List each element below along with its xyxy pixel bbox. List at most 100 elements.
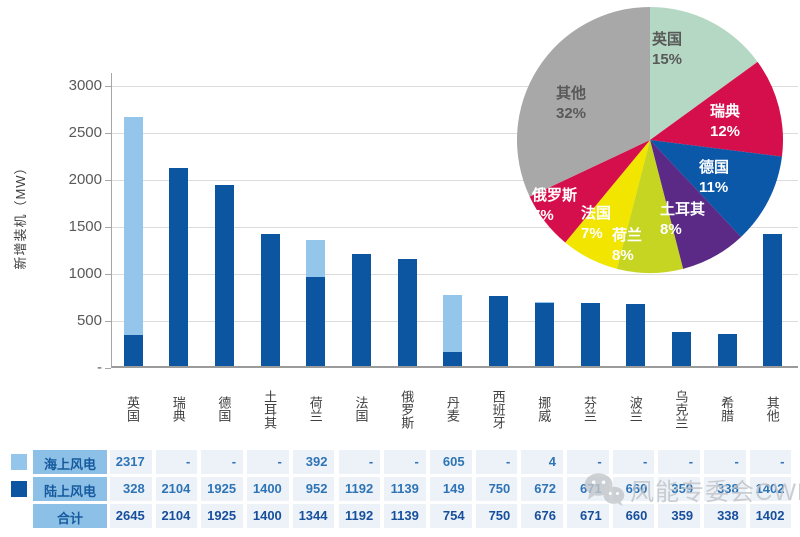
x-axis-label: 西班牙 <box>490 389 506 429</box>
pie-label-name: 德国 <box>699 159 730 176</box>
y-axis-tick <box>105 274 111 275</box>
pie-label-name: 土耳其 <box>660 201 706 218</box>
bar-onshore <box>534 302 554 366</box>
table-cell: 1925 <box>201 477 244 501</box>
table-cell: 359 <box>658 504 701 528</box>
onshore-legend-swatch <box>11 481 27 497</box>
bar-onshore <box>717 334 737 366</box>
pie-label-name: 其他 <box>556 85 587 102</box>
pie-label-pct: 11% <box>699 178 729 196</box>
x-axis-label: 英国 <box>125 396 140 422</box>
table-cell: 750 <box>475 477 518 501</box>
table-cell: 2645 <box>110 504 152 528</box>
pie-label-pct: 15% <box>652 50 683 68</box>
table-cell: 2104 <box>155 504 198 528</box>
table-cell: 605 <box>429 450 472 474</box>
pie-slice-label: 土耳其 8% <box>660 200 705 239</box>
table-cell: 2104 <box>155 477 198 501</box>
pie-label-name: 荷兰 <box>612 227 643 244</box>
table-cell: - <box>475 450 518 474</box>
table-cell: 149 <box>429 477 472 501</box>
bar-onshore <box>397 258 417 366</box>
pie-label-name: 俄罗斯 <box>532 187 578 204</box>
y-tick-label: 3000 <box>68 77 102 94</box>
bar-onshore <box>489 295 509 366</box>
y-axis-tick <box>105 133 111 134</box>
table-cell: - <box>567 450 609 474</box>
table-cell: 1344 <box>292 504 335 528</box>
x-axis-label: 土耳其 <box>262 389 278 429</box>
bar-onshore <box>580 302 600 366</box>
pie-label-name: 法国 <box>581 205 612 222</box>
y-axis-tick <box>105 86 111 87</box>
y-tick-label: 1000 <box>68 265 102 282</box>
table-cell: 676 <box>521 504 563 528</box>
table-cell: 754 <box>429 504 472 528</box>
table-cell: - <box>247 450 289 474</box>
x-axis-label: 乌克兰 <box>673 389 689 429</box>
y-tick-label: 500 <box>76 312 102 329</box>
table-cell: - <box>612 450 655 474</box>
table-cell: - <box>155 450 198 474</box>
pie-slice <box>650 7 758 140</box>
bar-offshore <box>123 117 143 336</box>
table-row-label: 陆上风电 <box>33 477 107 501</box>
table-cell: 1139 <box>384 477 426 501</box>
gridline <box>112 227 798 228</box>
pie-slice <box>650 140 782 237</box>
bar-onshore <box>123 335 143 366</box>
bar-offshore <box>443 295 463 352</box>
x-axis-label: 俄罗斯 <box>399 389 415 429</box>
y-tick-label: 2000 <box>68 171 102 188</box>
bar-plot <box>111 73 798 368</box>
x-axis-label: 其他 <box>764 396 780 422</box>
y-axis-tick <box>105 180 111 181</box>
bar-onshore <box>260 234 280 366</box>
table-cell: 1192 <box>338 477 381 501</box>
y-tick-label: 2500 <box>68 124 102 141</box>
table-cell: - <box>658 450 701 474</box>
bar-onshore <box>214 185 234 366</box>
pie-slice <box>565 140 650 269</box>
pie-label-pct: 8% <box>660 220 682 238</box>
table-cell: 671 <box>567 477 609 501</box>
bar-offshore <box>306 239 326 277</box>
pie-slice <box>529 140 650 243</box>
bar-onshore <box>306 276 326 366</box>
gridline <box>112 133 798 134</box>
table-cell: 1400 <box>247 504 289 528</box>
x-axis-label: 挪威 <box>536 396 552 422</box>
y-axis-tick <box>105 368 111 369</box>
table-cell: 660 <box>612 504 655 528</box>
x-axis-label: 丹麦 <box>444 396 460 422</box>
x-axis-label: 芬兰 <box>582 396 597 422</box>
table-row-label: 合计 <box>33 504 107 528</box>
pie-slice-label: 德国 11% <box>699 158 729 197</box>
pie-slice <box>517 7 650 197</box>
pie-slice-label: 法国 7% <box>581 204 611 243</box>
table-cell: 338 <box>704 504 746 528</box>
pie-slice-label: 英国 15% <box>652 30 682 69</box>
table-cell: 1400 <box>247 477 289 501</box>
gridline <box>112 180 798 181</box>
pie-slice-label: 瑞典 12% <box>710 102 740 141</box>
offshore-legend-swatch <box>11 454 27 470</box>
table-cell: 328 <box>110 477 152 501</box>
y-tick-label: - <box>97 359 102 376</box>
bar-onshore <box>352 253 371 366</box>
pie-slice <box>616 140 684 273</box>
bar-onshore <box>671 332 691 366</box>
table-cell: 672 <box>521 477 563 501</box>
bar-onshore <box>763 234 783 366</box>
x-axis-label: 瑞典 <box>170 396 186 422</box>
pie-slice <box>650 61 783 157</box>
x-axis-label: 希腊 <box>719 396 735 422</box>
pie-slice-label: 俄罗斯 7% <box>532 186 577 225</box>
table-cell: 338 <box>704 477 746 501</box>
y-axis-tick <box>105 227 111 228</box>
x-axis-label: 法国 <box>353 396 369 422</box>
table-cell: 4 <box>521 450 563 474</box>
y-tick-label: 1500 <box>68 218 102 235</box>
table-cell: 1925 <box>201 504 244 528</box>
